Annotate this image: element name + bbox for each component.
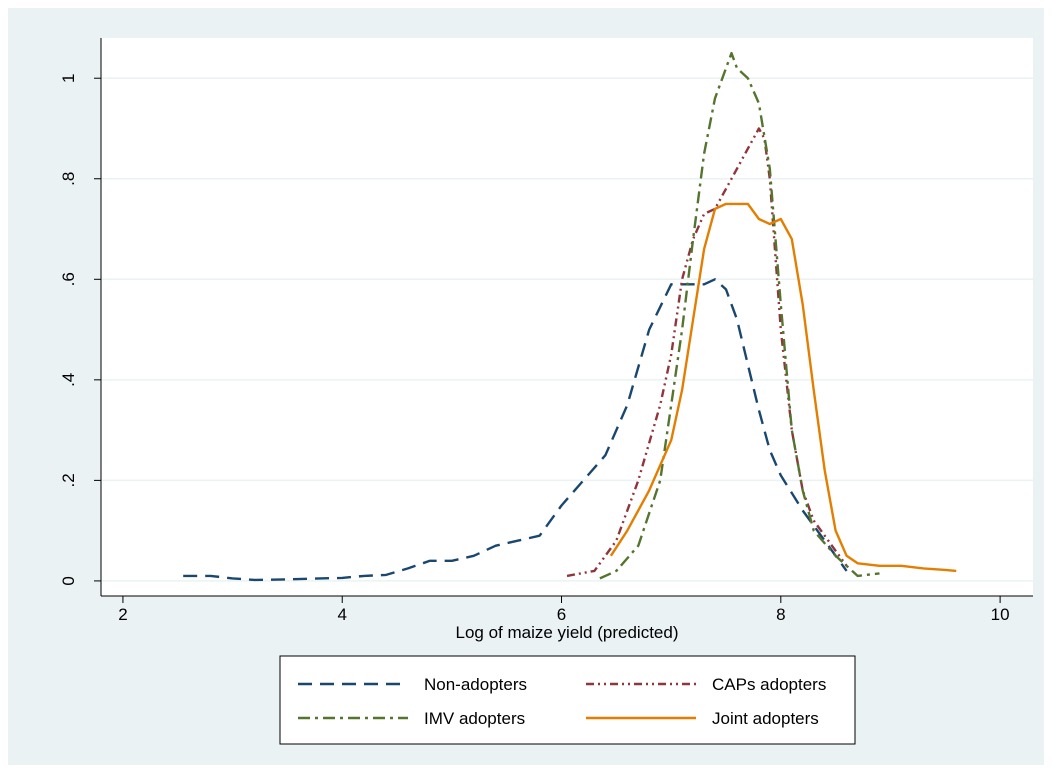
y-tick-label: 1 — [59, 73, 78, 82]
x-tick-label: 6 — [557, 605, 566, 624]
y-tick-label: .4 — [59, 373, 78, 387]
axes — [100, 38, 1033, 597]
x-axis-title: Log of maize yield (predicted) — [455, 623, 678, 642]
y-tick-label: .8 — [59, 172, 78, 186]
legend-label: IMV adopters — [424, 709, 525, 728]
series-line-caps-adopters — [566, 127, 848, 578]
x-tick-label: 4 — [337, 605, 346, 624]
gridlines — [101, 77, 1033, 582]
y-tick-label: .6 — [59, 272, 78, 286]
chart-canvas: 0 .2 .4 .6 .8 1 2 4 6 8 10 Log of maize yield (pre… — [8, 8, 1044, 765]
series-line-imv-adopters — [599, 51, 880, 580]
legend-label: Joint adopters — [712, 709, 819, 728]
series-lines — [183, 51, 957, 582]
legend-label: Non-adopters — [424, 675, 527, 694]
y-tick-label: 0 — [59, 576, 78, 585]
series-line-joint-adopters — [609, 202, 957, 573]
plot-area — [101, 38, 1033, 596]
x-tick-label: 8 — [776, 605, 785, 624]
series-line-non-adopters — [183, 278, 848, 582]
legend-box — [279, 655, 856, 745]
y-tick-label: .2 — [59, 473, 78, 487]
legend-label: CAPs adopters — [712, 675, 826, 694]
ticks: 0 .2 .4 .6 .8 1 2 4 6 8 10 — [59, 73, 1010, 624]
x-tick-label: 2 — [118, 605, 127, 624]
x-tick-label: 10 — [991, 605, 1010, 624]
legend: Non-adopters CAPs adopters IMV adopters Joi… — [279, 655, 856, 745]
density-chart: 0 .2 .4 .6 .8 1 2 4 6 8 10 Log of maize yield (pre… — [59, 38, 1033, 745]
